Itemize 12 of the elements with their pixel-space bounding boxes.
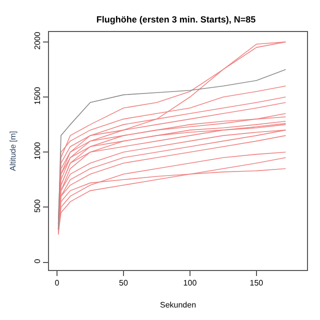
chart-title: Flughöhe (ersten 3 min. Starts), N=85 [96,14,256,24]
y-tick-label: 2000 [32,31,42,50]
y-axis-title: Altitude [m] [8,130,18,172]
x-tick-label: 150 [250,278,264,288]
x-axis-title: Sekunden [160,300,196,310]
x-tick-label: 100 [183,278,198,288]
y-tick-label: 1000 [32,141,42,160]
y-tick-label: 1500 [32,86,42,105]
y-tick-label: 0 [32,258,42,264]
x-tick-label: 0 [54,278,60,288]
y-tick-label: 500 [32,198,42,213]
x-tick-label: 50 [119,278,128,288]
